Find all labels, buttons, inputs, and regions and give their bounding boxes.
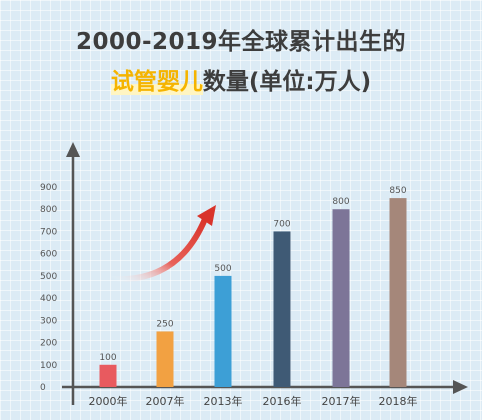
trend-arrow-head — [197, 205, 216, 226]
y-tick-label: 200 — [40, 339, 57, 349]
chart-title-line2: 试管婴儿数量(单位:万人) — [0, 62, 482, 96]
bar-value-label: 250 — [156, 319, 173, 329]
x-tick-label: 2017年 — [322, 394, 361, 408]
x-tick-label: 2018年 — [379, 394, 418, 408]
trend-arrow — [109, 205, 216, 283]
trend-arrow-shaft — [109, 216, 208, 283]
y-tick-label: 300 — [40, 316, 57, 326]
x-tick-label: 2013年 — [204, 394, 243, 408]
bar-value-label: 850 — [389, 186, 406, 196]
bar-value-label: 100 — [99, 353, 116, 363]
y-tick-label: 500 — [40, 272, 57, 282]
chart-axes — [62, 142, 468, 405]
chart-title-rest: 数量(单位:万人) — [202, 69, 372, 95]
x-tick-label: 2000年 — [89, 394, 128, 408]
y-tick-label: 800 — [40, 205, 57, 215]
y-tick-label: 100 — [40, 361, 57, 371]
bar — [156, 331, 174, 387]
bar-series: 100 2000年 250 2007年 500 2013年 700 2016年 800 2017年… — [89, 186, 418, 408]
bar — [273, 231, 291, 387]
bar — [389, 198, 407, 387]
y-tick-label: 400 — [40, 294, 57, 304]
chart-title-line1: 2000-2019年全球累计出生的 — [75, 29, 407, 55]
bar — [99, 364, 117, 387]
y-tick-label: 900 — [40, 183, 57, 193]
x-tick-label: 2007年 — [146, 394, 185, 408]
bar-value-label: 800 — [332, 197, 349, 207]
y-axis-arrow — [66, 142, 80, 157]
bar-value-label: 700 — [273, 219, 290, 229]
y-tick-label: 0 — [40, 383, 46, 393]
bar-value-label: 500 — [214, 264, 231, 274]
x-axis-arrow — [453, 380, 468, 394]
y-axis-ticks: 0 100 200 300 400 500 600 700 800 900 — [40, 183, 57, 393]
y-tick-label: 600 — [40, 250, 57, 260]
chart-title-highlight: 试管婴儿 — [110, 69, 203, 95]
x-tick-label: 2016年 — [263, 394, 302, 408]
y-tick-label: 700 — [40, 227, 57, 237]
bar — [332, 209, 350, 387]
bar — [214, 275, 232, 387]
